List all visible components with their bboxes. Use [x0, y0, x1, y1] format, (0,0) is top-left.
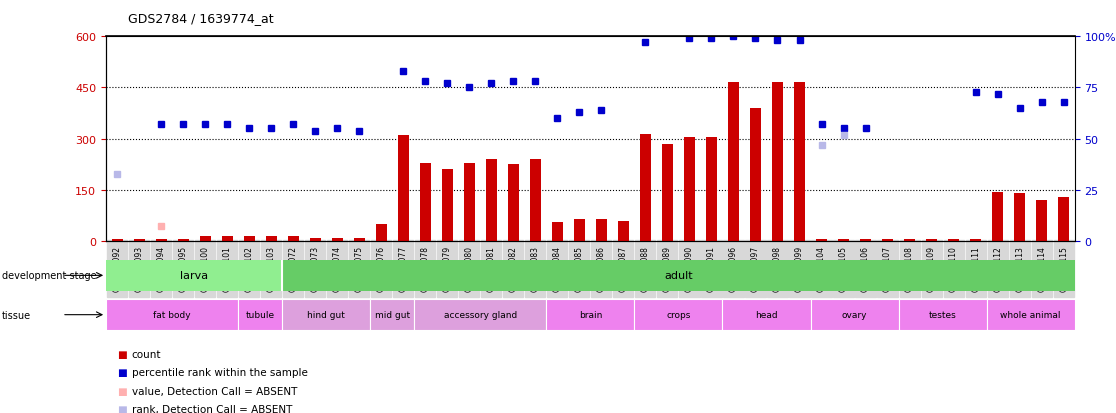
Bar: [309, 238, 320, 242]
Bar: [926, 240, 937, 242]
Text: larva: larva: [180, 271, 209, 281]
Bar: [904, 240, 915, 242]
Bar: [987, 299, 1075, 330]
Text: whole animal: whole animal: [1000, 311, 1061, 319]
Bar: [134, 240, 145, 242]
Text: brain: brain: [579, 311, 602, 319]
Text: value, Detection Call = ABSENT: value, Detection Call = ABSENT: [132, 386, 297, 396]
Text: ■: ■: [117, 404, 127, 413]
Text: rank, Detection Call = ABSENT: rank, Detection Call = ABSENT: [132, 404, 292, 413]
Bar: [838, 240, 849, 242]
Text: GDS2784 / 1639774_at: GDS2784 / 1639774_at: [128, 12, 273, 25]
Bar: [970, 240, 981, 242]
Text: development stage: development stage: [2, 271, 97, 281]
Bar: [816, 240, 827, 242]
Bar: [810, 299, 898, 330]
Text: ■: ■: [117, 368, 127, 377]
Bar: [282, 299, 371, 330]
Bar: [882, 240, 893, 242]
Bar: [684, 138, 695, 242]
Bar: [898, 299, 987, 330]
Text: mid gut: mid gut: [375, 311, 410, 319]
Bar: [397, 136, 408, 242]
Bar: [331, 238, 343, 242]
Bar: [177, 240, 189, 242]
Bar: [282, 260, 1075, 291]
Bar: [442, 170, 453, 242]
Bar: [464, 163, 474, 242]
Bar: [772, 83, 783, 242]
Text: accessory gland: accessory gland: [444, 311, 517, 319]
Bar: [485, 160, 497, 242]
Bar: [1058, 197, 1069, 242]
Bar: [238, 299, 282, 330]
Text: fat body: fat body: [153, 311, 191, 319]
Bar: [371, 299, 414, 330]
Text: ■: ■: [117, 386, 127, 396]
Bar: [112, 240, 123, 242]
Bar: [639, 134, 651, 242]
Bar: [530, 160, 541, 242]
Text: percentile rank within the sample: percentile rank within the sample: [132, 368, 308, 377]
Bar: [376, 225, 387, 242]
Text: testes: testes: [929, 311, 956, 319]
Bar: [662, 145, 673, 242]
Text: head: head: [756, 311, 778, 319]
Bar: [155, 240, 166, 242]
Bar: [728, 83, 739, 242]
Bar: [750, 109, 761, 242]
Bar: [551, 223, 562, 242]
Bar: [222, 237, 232, 242]
Text: tissue: tissue: [2, 310, 31, 320]
Bar: [949, 240, 959, 242]
Bar: [200, 237, 211, 242]
Bar: [1014, 194, 1026, 242]
Bar: [1036, 201, 1047, 242]
Text: ■: ■: [117, 349, 127, 359]
Bar: [420, 163, 431, 242]
Bar: [547, 299, 634, 330]
Bar: [354, 238, 365, 242]
Bar: [992, 192, 1003, 242]
Bar: [706, 138, 716, 242]
Bar: [793, 83, 805, 242]
Text: tubule: tubule: [246, 311, 275, 319]
Text: ovary: ovary: [841, 311, 867, 319]
Bar: [106, 260, 282, 291]
Bar: [722, 299, 810, 330]
Bar: [508, 165, 519, 242]
Text: adult: adult: [664, 271, 693, 281]
Bar: [243, 237, 254, 242]
Bar: [106, 299, 238, 330]
Bar: [574, 219, 585, 242]
Bar: [618, 221, 629, 242]
Bar: [288, 237, 299, 242]
Text: count: count: [132, 349, 161, 359]
Bar: [634, 299, 722, 330]
Text: crops: crops: [666, 311, 691, 319]
Bar: [266, 237, 277, 242]
Bar: [596, 219, 607, 242]
Text: hind gut: hind gut: [307, 311, 345, 319]
Bar: [414, 299, 547, 330]
Bar: [860, 240, 872, 242]
